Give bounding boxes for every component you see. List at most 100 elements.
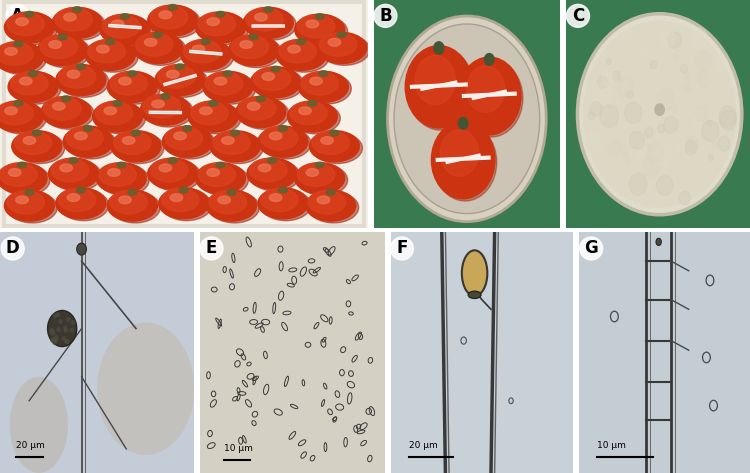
- Circle shape: [269, 194, 282, 201]
- Circle shape: [8, 168, 21, 176]
- Circle shape: [206, 73, 256, 104]
- Circle shape: [110, 191, 147, 214]
- Circle shape: [58, 190, 109, 221]
- Circle shape: [617, 77, 633, 96]
- Circle shape: [624, 155, 630, 163]
- Circle shape: [52, 160, 101, 191]
- Circle shape: [656, 88, 674, 110]
- Circle shape: [44, 98, 94, 129]
- Circle shape: [297, 39, 306, 44]
- Circle shape: [269, 132, 282, 140]
- Circle shape: [88, 40, 125, 63]
- Text: 10 μm: 10 μm: [597, 441, 626, 450]
- Circle shape: [128, 190, 136, 195]
- Circle shape: [218, 196, 230, 204]
- Circle shape: [136, 34, 186, 65]
- Circle shape: [209, 100, 218, 106]
- Circle shape: [629, 131, 644, 149]
- Circle shape: [60, 164, 73, 172]
- Circle shape: [626, 136, 640, 154]
- Circle shape: [310, 77, 322, 85]
- Circle shape: [206, 190, 256, 221]
- Circle shape: [405, 46, 472, 128]
- Text: B: B: [379, 7, 392, 25]
- Circle shape: [51, 329, 54, 333]
- Circle shape: [206, 72, 243, 95]
- Circle shape: [320, 33, 357, 56]
- Circle shape: [56, 64, 106, 96]
- Circle shape: [685, 140, 697, 155]
- Circle shape: [202, 71, 253, 102]
- Circle shape: [213, 131, 250, 155]
- Circle shape: [290, 103, 340, 134]
- Circle shape: [279, 41, 329, 72]
- Circle shape: [17, 162, 26, 168]
- Circle shape: [255, 13, 267, 21]
- Circle shape: [179, 187, 188, 193]
- Circle shape: [254, 67, 291, 90]
- Circle shape: [107, 190, 158, 221]
- Circle shape: [288, 45, 300, 53]
- Circle shape: [128, 71, 136, 76]
- Circle shape: [7, 12, 44, 35]
- Circle shape: [268, 158, 277, 163]
- Circle shape: [113, 131, 151, 155]
- Circle shape: [159, 188, 209, 219]
- Text: E: E: [206, 239, 218, 257]
- Circle shape: [616, 100, 620, 105]
- Circle shape: [588, 111, 595, 119]
- Circle shape: [159, 11, 172, 19]
- Circle shape: [151, 160, 201, 191]
- Circle shape: [261, 190, 311, 221]
- Circle shape: [593, 83, 612, 105]
- Circle shape: [196, 12, 245, 43]
- Circle shape: [44, 97, 81, 120]
- Circle shape: [658, 124, 664, 133]
- Circle shape: [719, 106, 736, 127]
- Circle shape: [312, 131, 350, 155]
- Circle shape: [694, 108, 712, 131]
- Circle shape: [131, 130, 140, 136]
- Circle shape: [65, 340, 68, 343]
- Circle shape: [680, 191, 691, 205]
- Circle shape: [53, 341, 56, 344]
- Circle shape: [221, 137, 234, 144]
- Circle shape: [596, 147, 603, 155]
- Text: A: A: [11, 7, 24, 25]
- Circle shape: [602, 70, 614, 85]
- Circle shape: [55, 8, 92, 31]
- Circle shape: [165, 127, 202, 150]
- Circle shape: [433, 42, 444, 54]
- Circle shape: [295, 14, 345, 45]
- Text: F: F: [396, 239, 407, 257]
- Circle shape: [639, 48, 647, 59]
- Circle shape: [298, 107, 311, 114]
- Circle shape: [70, 328, 74, 332]
- Circle shape: [7, 191, 44, 214]
- Circle shape: [71, 320, 75, 324]
- Circle shape: [0, 163, 47, 194]
- Circle shape: [58, 34, 67, 40]
- Circle shape: [97, 45, 109, 53]
- Circle shape: [210, 131, 260, 162]
- Circle shape: [55, 338, 58, 342]
- Circle shape: [629, 174, 647, 195]
- Circle shape: [68, 70, 80, 78]
- Circle shape: [683, 84, 691, 92]
- Circle shape: [276, 39, 326, 70]
- Circle shape: [23, 137, 36, 144]
- Circle shape: [279, 40, 316, 63]
- Circle shape: [192, 45, 205, 53]
- Circle shape: [597, 76, 608, 88]
- Circle shape: [92, 101, 142, 132]
- Circle shape: [49, 41, 62, 48]
- Circle shape: [113, 100, 122, 106]
- Circle shape: [671, 103, 678, 112]
- Circle shape: [315, 162, 324, 168]
- Circle shape: [63, 126, 113, 157]
- Circle shape: [12, 131, 62, 162]
- Circle shape: [433, 123, 496, 201]
- Circle shape: [148, 5, 198, 36]
- Circle shape: [4, 190, 55, 221]
- Circle shape: [145, 38, 157, 46]
